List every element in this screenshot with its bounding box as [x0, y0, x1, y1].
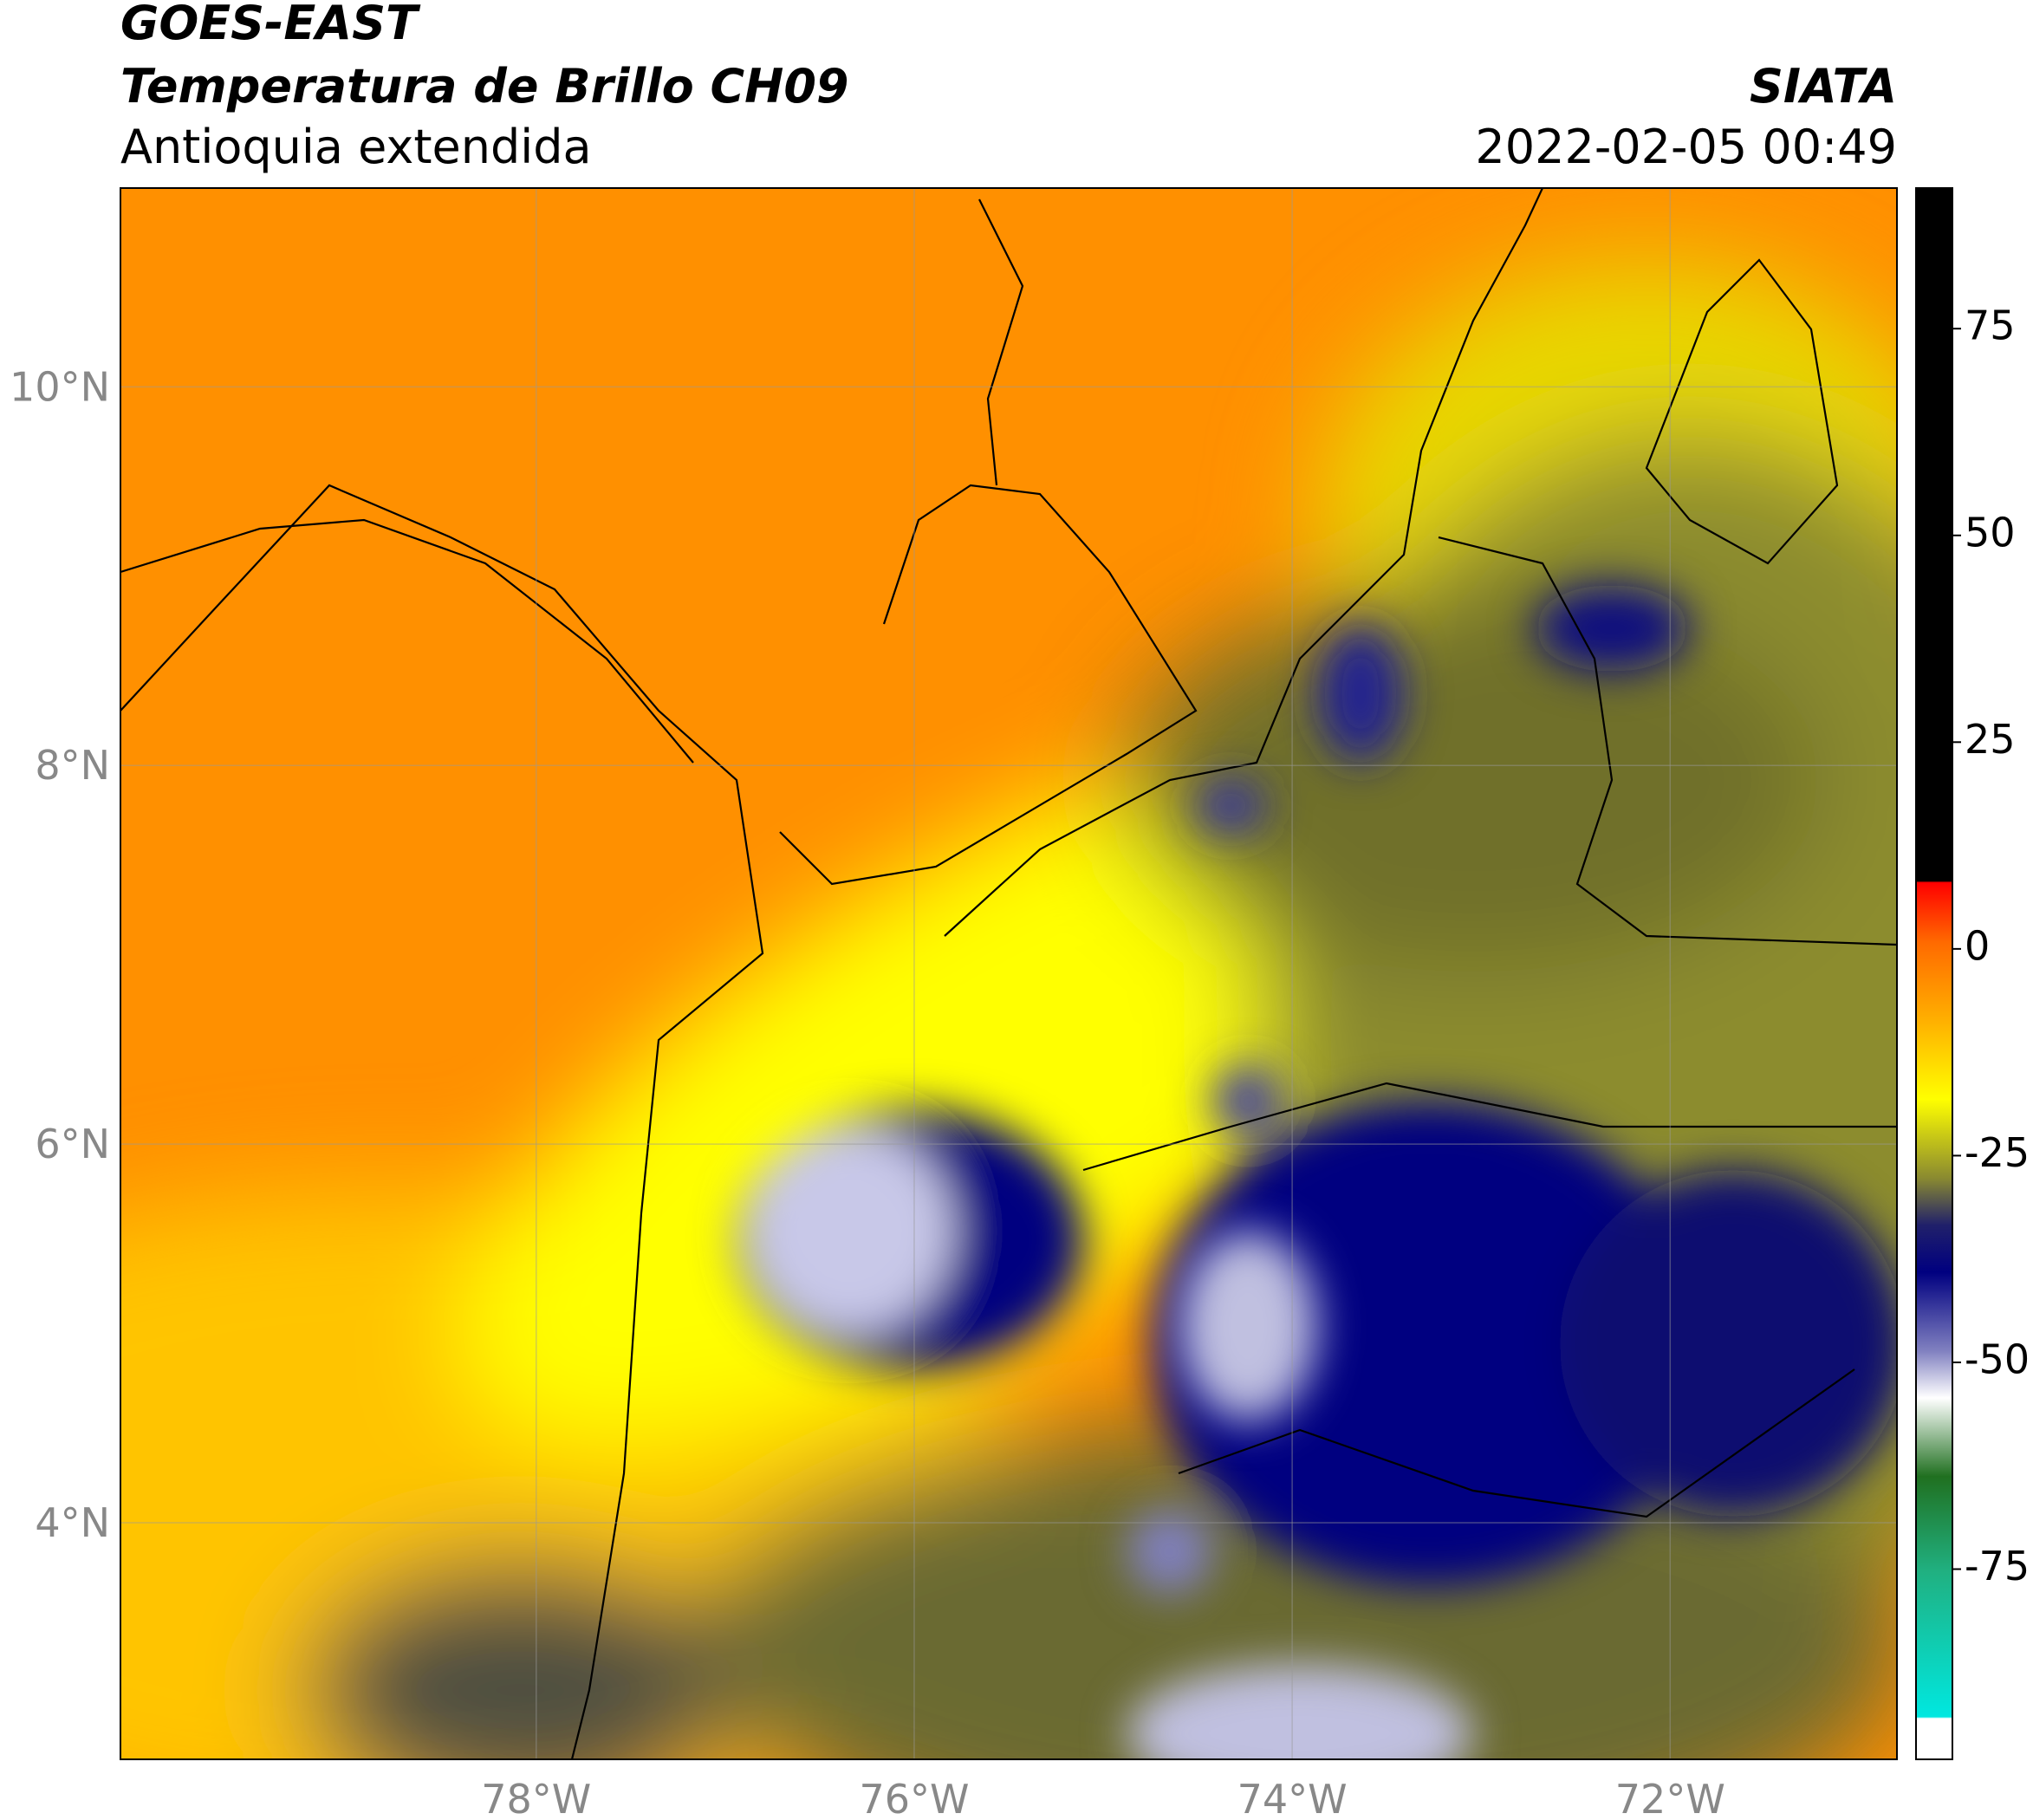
colorbar-tick-label: -25 — [1965, 1129, 2030, 1176]
colorbar-tick-label: -50 — [1965, 1336, 2030, 1382]
y-tick-label: 8°N — [35, 742, 110, 789]
x-tick-label: 76°W — [859, 1776, 969, 1820]
title-line1: GOES-EAST — [120, 0, 421, 50]
colorbar-tick-label: 75 — [1965, 302, 2016, 349]
colorbar-tick-label: 25 — [1965, 716, 2016, 763]
title-line2: Temperatura de Brillo CH09 — [120, 59, 849, 114]
y-tick-label: 4°N — [35, 1499, 110, 1546]
x-tick-label: 72°W — [1615, 1776, 1725, 1820]
x-tick-label: 78°W — [481, 1776, 591, 1820]
colorbar-tick-label: 0 — [1965, 922, 1990, 969]
x-tick-label: 74°W — [1237, 1776, 1348, 1820]
satellite-image — [120, 188, 1897, 1759]
datetime: 2022-02-05 00:49 — [1475, 120, 1897, 174]
colorbar — [1915, 187, 1953, 1760]
grid — [120, 188, 1897, 1759]
y-tick-label: 10°N — [10, 363, 110, 410]
subtitle: Antioquia extendida — [120, 120, 592, 174]
y-tick-label: 6°N — [35, 1121, 110, 1167]
map-frame — [120, 187, 1898, 1760]
source: SIATA — [1750, 59, 1897, 114]
colorbar-tick-label: -75 — [1965, 1543, 2030, 1589]
colorbar-tick-label: 50 — [1965, 509, 2016, 556]
